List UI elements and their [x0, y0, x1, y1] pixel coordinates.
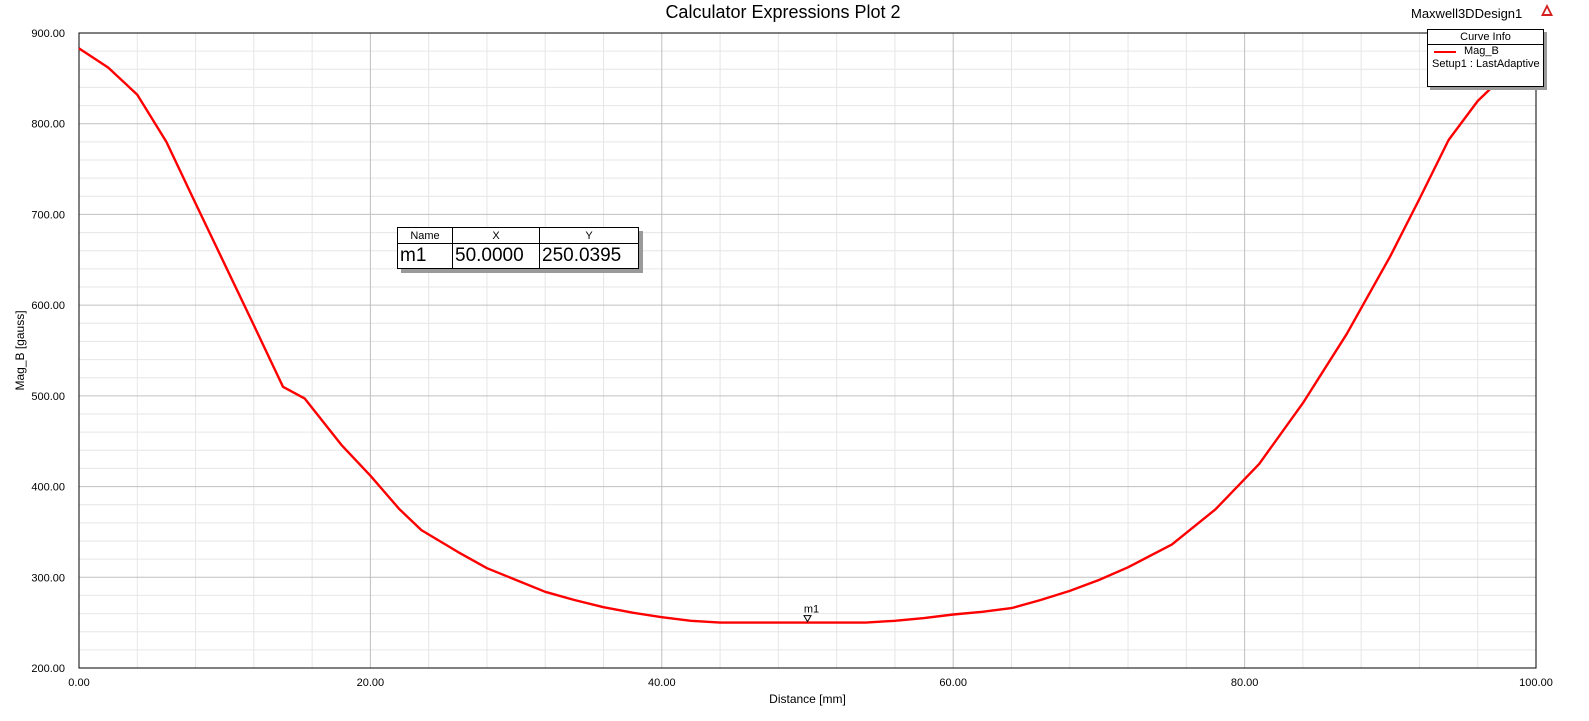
marker-table-header-name: Name [397, 227, 453, 244]
minor-gridlines [79, 33, 1536, 668]
curve-info-legend[interactable]: Curve Info Mag_B Setup1 : LastAdaptive [1427, 29, 1544, 87]
y-tick-label: 700.00 [31, 209, 65, 221]
marker-m1-triangle[interactable] [803, 615, 812, 623]
major-gridlines [78, 32, 1537, 669]
x-tick-label: 40.00 [648, 677, 676, 689]
y-tick-label: 600.00 [31, 300, 65, 312]
legend-series-source: Setup1 : LastAdaptive [1432, 58, 1540, 70]
legend-source-row: Setup1 : LastAdaptive [1428, 58, 1543, 71]
y-tick-label: 200.00 [31, 663, 65, 675]
marker-table[interactable]: Name X Y m1 50.0000 250.0395 [397, 227, 639, 269]
y-tick-label: 800.00 [31, 119, 65, 131]
legend-swatch [1434, 51, 1456, 53]
y-tick-label: 900.00 [31, 28, 65, 40]
legend-title: Curve Info [1428, 30, 1543, 45]
x-tick-label: 0.00 [68, 677, 89, 689]
x-axis-ticks: 0.00 20.00 40.00 60.00 80.00 100.00 [68, 677, 1553, 689]
y-axis-ticks: 200.00 300.00 400.00 500.00 600.00 700.00 800.… [31, 28, 65, 675]
marker-name-cell: m1 [397, 243, 453, 269]
x-tick-label: 100.00 [1519, 677, 1553, 689]
y-tick-label: 300.00 [31, 572, 65, 584]
legend-series-name: Mag_B [1464, 45, 1499, 57]
marker-table-header-y: Y [539, 227, 639, 244]
marker-layer: m1 [803, 604, 819, 623]
y-tick-label: 500.00 [31, 391, 65, 403]
plot-frame [78, 32, 1537, 669]
x-axis-label: Distance [mm] [769, 692, 846, 706]
x-tick-label: 60.00 [939, 677, 967, 689]
y-axis-label: Mag_B [gauss] [13, 310, 27, 390]
x-tick-label: 80.00 [1231, 677, 1259, 689]
series-line-mag_b[interactable] [78, 47, 1537, 624]
design-name: Maxwell3DDesign1 [1411, 6, 1523, 21]
marker-m1-label: m1 [804, 604, 819, 616]
y-tick-label: 400.00 [31, 482, 65, 494]
marker-x-cell: 50.0000 [452, 243, 540, 269]
chart-title: Calculator Expressions Plot 2 [665, 2, 901, 22]
marker-table-row[interactable]: m1 50.0000 250.0395 [397, 243, 639, 269]
marker-table-header-x: X [452, 227, 540, 244]
legend-entry[interactable]: Mag_B [1428, 45, 1543, 58]
ansys-logo-icon [1541, 4, 1553, 16]
x-tick-label: 20.00 [357, 677, 385, 689]
series-layer [78, 47, 1537, 624]
marker-y-cell: 250.0395 [539, 243, 639, 269]
